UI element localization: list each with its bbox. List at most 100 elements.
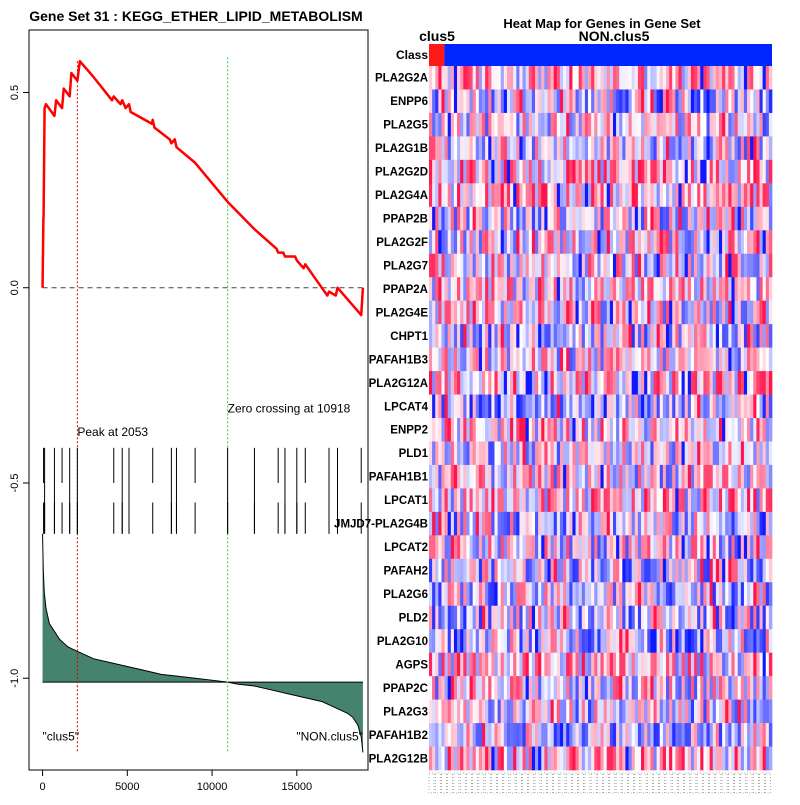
heatmap-cell (690, 159, 695, 184)
heatmap-cell (675, 371, 679, 395)
heatmap-cell (612, 277, 617, 302)
heatmap-cell (450, 441, 455, 466)
heatmap-cell (581, 136, 586, 161)
heatmap-cell (569, 324, 573, 348)
heatmap-cell (740, 652, 745, 677)
heatmap-cell (544, 629, 548, 654)
heatmap-cell (472, 699, 477, 724)
heatmap-cell (619, 277, 623, 302)
heatmap-cell (447, 66, 452, 90)
heatmap-cell (622, 676, 626, 700)
heatmap-cell (503, 324, 508, 348)
heatmap-cell (488, 347, 492, 372)
heatmap-cell (500, 652, 505, 677)
heatmap-cell (628, 605, 633, 630)
heatmap-cell (659, 605, 664, 630)
heatmap-cell (528, 253, 533, 278)
heatmap-cell (694, 464, 698, 489)
heatmap-cell (669, 371, 673, 395)
heatmap-cell (516, 535, 520, 560)
heatmap-cell (463, 488, 467, 513)
heatmap-cell (531, 629, 536, 654)
heatmap-cell (687, 136, 692, 161)
heatmap-cell (678, 277, 682, 302)
heatmap-cell (768, 66, 773, 90)
heatmap-cell (584, 277, 589, 302)
heatmap-cell (563, 418, 567, 442)
heatmap-cell (488, 699, 492, 724)
heatmap-cell (703, 112, 707, 137)
heatmap-cell (513, 183, 517, 208)
heatmap-cell (438, 488, 442, 513)
sample-tick-mark (547, 772, 553, 794)
heatmap-cell (447, 253, 452, 278)
heatmap-cell (600, 324, 604, 348)
heatmap-cell (469, 511, 474, 536)
heatmap-cell (690, 723, 695, 747)
heatmap-cell (556, 676, 561, 700)
heatmap-cell (672, 230, 676, 255)
heatmap-cell (650, 136, 654, 161)
heatmap-cell (725, 300, 729, 325)
heatmap-cell (759, 394, 763, 419)
heatmap-cell (625, 464, 629, 489)
heatmap-cell (500, 253, 505, 278)
heatmap-cell (656, 676, 661, 700)
heatmap-cell (531, 183, 536, 208)
heatmap-cell (625, 629, 629, 654)
heatmap-cell (503, 394, 508, 419)
heatmap-cell (547, 605, 551, 630)
heatmap-cell (460, 300, 464, 325)
heatmap-cell (609, 371, 614, 395)
heatmap-cell (566, 605, 570, 630)
heatmap-cell (675, 206, 679, 231)
heatmap-cell (584, 605, 589, 630)
heatmap-cell (768, 394, 773, 419)
heatmap-cell (594, 394, 598, 419)
heatmap-cell (725, 629, 729, 654)
heatmap-cell (432, 676, 436, 700)
heatmap-cell (609, 230, 614, 255)
heatmap-cell (747, 676, 751, 700)
heatmap-cell (547, 558, 551, 583)
heatmap-cell (497, 488, 502, 513)
heatmap-cell (588, 112, 592, 137)
heatmap-cell (581, 394, 586, 419)
heatmap-cell (612, 464, 617, 489)
heatmap-cell (740, 253, 745, 278)
heatmap-cell (541, 371, 545, 395)
heatmap-cell (647, 230, 651, 255)
heatmap-cell (697, 159, 701, 184)
heatmap-cell (444, 159, 449, 184)
heatmap-cell (628, 347, 633, 372)
heatmap-cell (550, 394, 555, 419)
heatmap-cell (460, 183, 464, 208)
heatmap-cell (575, 136, 580, 161)
heatmap-cell (584, 347, 589, 372)
heatmap-cell (438, 464, 442, 489)
heatmap-cell (584, 159, 589, 184)
heatmap-cell (569, 418, 573, 442)
heatmap-cell (709, 511, 714, 536)
heatmap-cell (709, 394, 714, 419)
heatmap-cell (594, 652, 598, 677)
heatmap-cell (513, 300, 517, 325)
heatmap-cell (460, 464, 464, 489)
heatmap-cell (647, 418, 651, 442)
heatmap-cell (743, 136, 748, 161)
heatmap-cell (690, 371, 695, 395)
heatmap-cell (740, 676, 745, 700)
heatmap-cell (712, 511, 717, 536)
heatmap-cell (647, 535, 651, 560)
heatmap-cell (703, 629, 707, 654)
heatmap-cell (444, 511, 449, 536)
heatmap-cell (453, 558, 458, 583)
heatmap-cell (631, 230, 636, 255)
heatmap-cell (544, 558, 548, 583)
heatmap-cell (453, 277, 458, 302)
heatmap-cell (740, 488, 745, 513)
heatmap-cell (591, 723, 595, 747)
heatmap-cell (457, 253, 461, 278)
heatmap-cell (672, 66, 676, 90)
heatmap-cell (594, 535, 598, 560)
